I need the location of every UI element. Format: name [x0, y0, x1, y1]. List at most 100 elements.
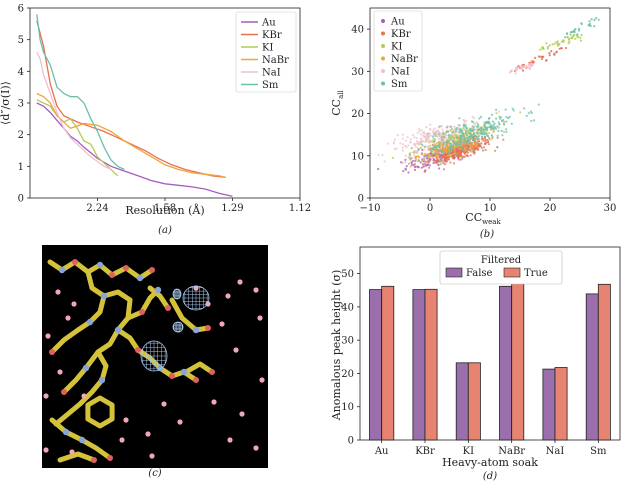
- panel-a-series-line-nabr: [36, 92, 226, 179]
- panel-b-point-kbr: [484, 148, 487, 152]
- panel-b-point-sm: [467, 141, 470, 145]
- panel-b-point-nai: [517, 66, 520, 69]
- panel-b-point-nai: [425, 136, 428, 139]
- panel-b-point-sm: [471, 129, 474, 132]
- panel-b-point-nabr: [422, 164, 425, 167]
- panel-b-point-kbr: [484, 142, 487, 145]
- nitrogen-atom: [82, 364, 90, 372]
- panel-b-point-sm: [410, 147, 413, 150]
- panel-b-point-kbr: [532, 60, 535, 64]
- oxygen-atom: [107, 455, 113, 461]
- panel-b-point-au: [428, 164, 431, 167]
- panel-b-point-sm: [431, 147, 434, 151]
- panel-b-point-nai: [404, 154, 407, 157]
- panel-b-point-sm: [433, 140, 436, 143]
- panel-b-point-kbr: [548, 52, 551, 55]
- water-molecule: [81, 393, 87, 399]
- panel-d-bar-nabr-false: [499, 285, 513, 441]
- panel-b-point-nai: [440, 124, 443, 128]
- panel-b-point-sm: [439, 149, 442, 152]
- panel-b-point-ki: [548, 44, 551, 47]
- panel-b-point-au: [411, 163, 414, 166]
- panel-d-frame: [359, 246, 621, 441]
- panel-b-point-kbr: [555, 50, 559, 53]
- panel-b-point-nai: [453, 132, 456, 135]
- panel-b-point-nai: [457, 134, 460, 137]
- panel-b-point-sm: [589, 24, 592, 28]
- panel-b-point-nai: [401, 149, 404, 152]
- panel-b-point-sm: [428, 148, 431, 151]
- panel-b-point-sm: [510, 122, 513, 125]
- panel-b-point-nabr: [434, 155, 437, 158]
- panel-b-point-kbr: [452, 156, 455, 159]
- panel-b-point-nabr: [410, 156, 413, 159]
- panel-b-point-ki: [429, 144, 432, 147]
- panel-b-point-nai: [422, 131, 425, 134]
- panel-b-point-au: [438, 167, 441, 170]
- panel-b-point-nai: [453, 125, 456, 128]
- panel-b-point-ki: [579, 39, 583, 42]
- panel-b-point-nabr: [436, 150, 439, 153]
- panel-b-point-nai: [404, 161, 407, 164]
- panel-b-point-nai: [474, 121, 478, 124]
- panel-b-point-nai: [415, 142, 418, 145]
- panel-b-point-sm: [490, 113, 494, 116]
- panel-b-point-nai: [425, 125, 428, 129]
- panel-d-x-tick-label: Au: [374, 446, 389, 457]
- panel-b-point-sm: [442, 136, 445, 139]
- panel-b-point-kbr: [528, 61, 531, 64]
- panel-b-point-nabr: [423, 152, 426, 155]
- nitrogen-atom: [78, 436, 86, 444]
- panel-d-bar-au-false: [369, 289, 383, 441]
- panel-b-y-tick-label: 20: [351, 109, 364, 120]
- panel-b-point-kbr: [494, 149, 497, 152]
- panel-b-point-sm: [448, 136, 451, 139]
- panel-b-point-sm: [407, 162, 411, 165]
- panel-b-point-kbr: [483, 140, 486, 143]
- panel-b-point-sm: [463, 137, 466, 140]
- panel-b-x-tick-label: 30: [604, 203, 617, 214]
- panel-b-point-nabr: [471, 148, 474, 151]
- panel-b-point-nabr: [458, 148, 461, 151]
- water-molecule: [225, 293, 231, 299]
- panel-b-legend-marker-nabr: [381, 56, 385, 61]
- panel-b-point-au: [420, 166, 423, 169]
- panel-b-xlabel-main: CC: [465, 211, 482, 224]
- oxygen-atom: [61, 389, 67, 395]
- panel-b-point-nabr: [453, 147, 456, 151]
- nitrogen-atom: [136, 274, 144, 282]
- panel-d-x-tick-label: KBr: [415, 446, 435, 457]
- panel-b-point-nai: [409, 138, 412, 141]
- panel-b-point-au: [432, 162, 435, 165]
- panel-b-point-ki: [503, 120, 506, 123]
- panel-b-point-ki: [546, 47, 550, 50]
- panel-b-point-kbr: [486, 141, 490, 144]
- panel-b-point-nai: [408, 155, 411, 158]
- panel-b-point-ki: [495, 112, 498, 115]
- panel-b-point-au: [402, 169, 405, 173]
- panel-b-point-nai: [405, 146, 408, 149]
- panel-b-point-nabr: [431, 153, 434, 156]
- panel-b-point-nai: [421, 134, 424, 137]
- panel-b-y-tick-label: 40: [351, 25, 364, 36]
- panel-b-point-sm: [447, 134, 451, 137]
- panel-b-point-kbr: [467, 148, 470, 151]
- panel-b-point-sm: [446, 142, 449, 145]
- panel-b-point-nabr: [442, 148, 445, 151]
- panel-b-point-nai: [515, 69, 518, 72]
- panel-b-point-sm: [445, 140, 448, 143]
- panel-d-bar-nai-false: [542, 368, 556, 441]
- panel-b-point-ki: [580, 34, 583, 37]
- panel-b-point-nai: [427, 136, 430, 140]
- panel-b-point-kbr: [540, 57, 544, 61]
- panel-d-bars: [369, 281, 611, 441]
- panel-b-point-nabr: [428, 155, 431, 158]
- panel-b-point-ki: [551, 43, 554, 46]
- panel-b-point-nai: [414, 145, 418, 148]
- panel-b-point-sm: [442, 132, 445, 135]
- panel-a-x-ticks: 2.24 1.58 1.29 1.12: [86, 198, 311, 214]
- panel-b-point-au: [407, 171, 410, 174]
- panel-b-point-nai: [383, 160, 386, 163]
- panel-b-point-sm: [460, 145, 463, 148]
- panel-b-point-nai: [423, 148, 426, 151]
